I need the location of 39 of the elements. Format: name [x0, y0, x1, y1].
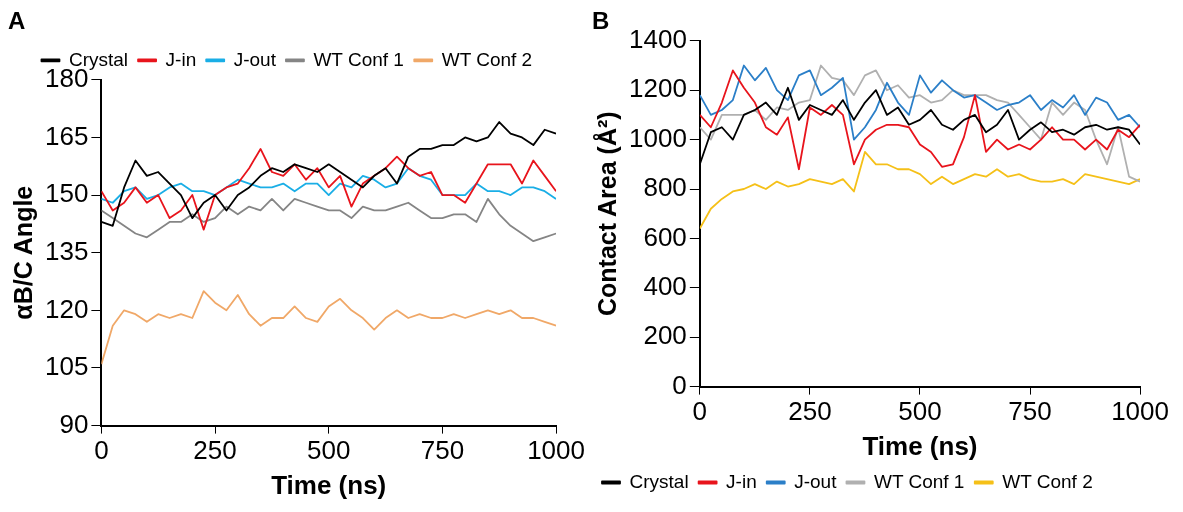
legend-label: J-in [165, 48, 197, 70]
y-tick-label: 150 [44, 178, 89, 209]
y-tick-label: 1000 [629, 122, 687, 153]
legend-label: J-out [233, 48, 277, 70]
y-tick-label: 1400 [629, 23, 687, 54]
y-tick-label: 90 [59, 408, 89, 439]
legend-label: WT Conf 1 [873, 470, 965, 492]
chart-title: B [592, 7, 610, 35]
x-tick-label: 250 [788, 396, 832, 427]
x-axis-title: Time (ns) [271, 469, 387, 500]
y-tick-label: 0 [672, 369, 687, 400]
y-tick-label: 1200 [629, 73, 687, 104]
y-tick-label: 800 [643, 172, 687, 203]
y-tick-label: 165 [44, 120, 89, 151]
legend-label: WT Conf 1 [313, 48, 404, 70]
x-tick-label: 500 [307, 435, 351, 466]
legend-label: WT Conf 2 [1002, 470, 1093, 492]
x-tick-label: 0 [94, 435, 109, 466]
x-tick-label: 750 [420, 435, 465, 466]
y-axis-title: αB/C Angle [8, 185, 37, 320]
legend-label: J-in [726, 470, 757, 492]
x-tick-label: 250 [193, 435, 237, 466]
y-tick-label: 135 [44, 235, 89, 266]
x-tick-label: 500 [898, 396, 942, 427]
y-tick-label: 200 [643, 320, 687, 351]
y-tick-label: 105 [44, 351, 89, 382]
legend-label: J-out [794, 470, 838, 492]
x-tick-label: 1000 [1111, 396, 1169, 427]
x-axis-title: Time (ns) [862, 430, 978, 461]
legend-label: WT Conf 2 [441, 48, 533, 70]
legend-label: Crystal [629, 470, 689, 492]
x-tick-label: 0 [692, 396, 708, 427]
y-axis-title: Contact Area (Å²) [592, 111, 621, 317]
x-tick-label: 1000 [527, 435, 585, 466]
y-tick-label: 600 [643, 221, 687, 252]
y-tick-label: 400 [643, 270, 687, 301]
y-tick-label: 120 [44, 293, 89, 324]
chart-title: A [8, 7, 26, 35]
x-tick-label: 750 [1008, 396, 1052, 427]
